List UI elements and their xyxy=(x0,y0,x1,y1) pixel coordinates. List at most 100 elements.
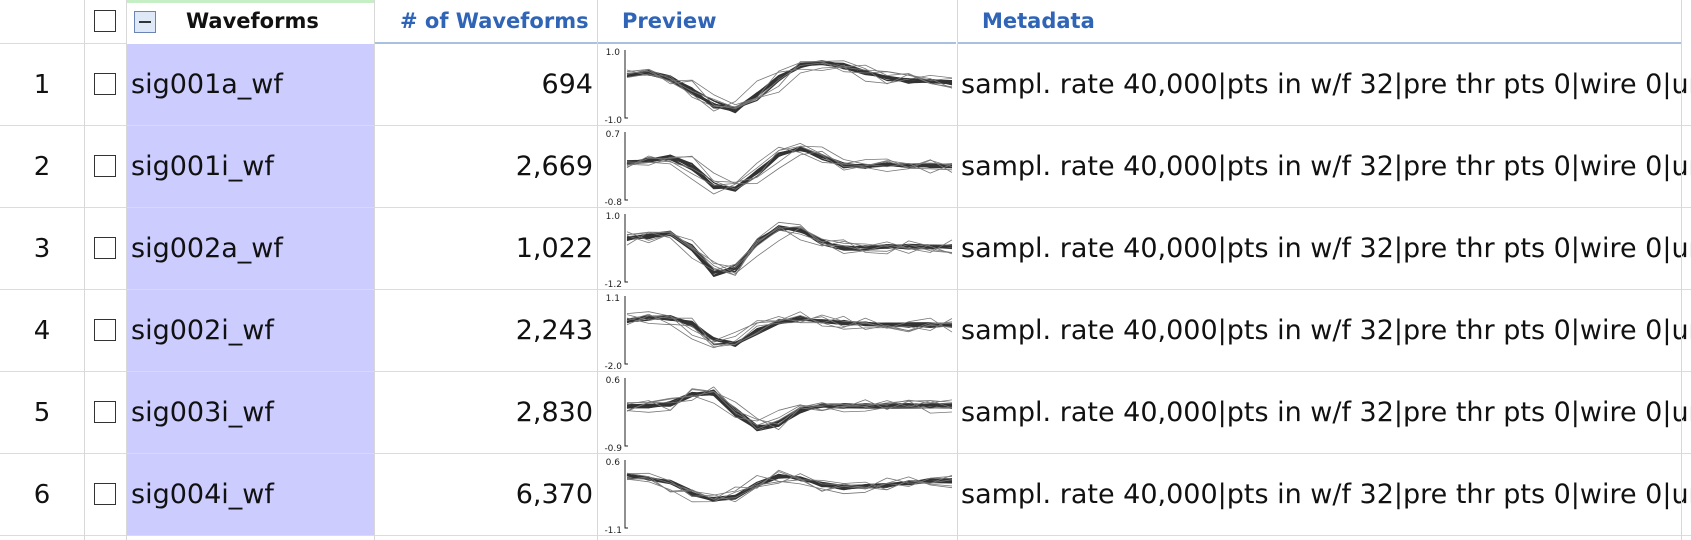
waveform-preview[interactable]: 0.7 -0.8 xyxy=(600,128,956,206)
preview-column-header[interactable]: Preview xyxy=(622,0,717,42)
waveform-trace xyxy=(626,318,953,344)
preview-axis xyxy=(624,296,628,365)
waveform-count: 1,022 xyxy=(515,233,593,264)
metadata-cell: sampl. rate 40,000|pts in w/f 32|pre thr… xyxy=(961,479,1691,510)
waveform-trace xyxy=(626,473,953,503)
waveform-trace xyxy=(626,389,953,430)
metadata-cell: sampl. rate 40,000|pts in w/f 32|pre thr… xyxy=(961,69,1691,100)
count-header-label: # of Waveforms xyxy=(400,9,589,33)
waveform-count: 6,370 xyxy=(515,479,593,510)
metadata-cell: sampl. rate 40,000|pts in w/f 32|pre thr… xyxy=(961,151,1691,182)
preview-ymin-label: -0.8 xyxy=(604,198,622,206)
waveform-trace xyxy=(626,145,953,183)
preview-axis xyxy=(624,50,628,119)
waveform-trace xyxy=(626,143,953,190)
row-number: 4 xyxy=(33,315,51,346)
table-row[interactable]: 5 sig003i_wf 2,830 0.6 -0.9 sampl. rate 4… xyxy=(0,372,1691,454)
waveform-trace xyxy=(626,62,953,108)
row-checkbox[interactable] xyxy=(94,401,116,423)
preview-ymax-label: 0.7 xyxy=(606,130,620,140)
col-divider xyxy=(1681,0,1682,540)
waveform-trace xyxy=(626,226,953,276)
waveform-trace xyxy=(626,386,953,425)
preview-ymax-label: 1.0 xyxy=(606,48,621,58)
waveform-trace xyxy=(626,311,953,343)
metadata-cell: sampl. rate 40,000|pts in w/f 32|pre thr… xyxy=(961,397,1691,428)
select-all-checkbox[interactable] xyxy=(94,10,116,32)
waveform-preview[interactable]: 0.6 -0.9 xyxy=(600,374,956,452)
waveform-name: sig001i_wf xyxy=(131,151,274,182)
preview-ymax-label: 0.6 xyxy=(606,376,621,386)
waveform-trace xyxy=(626,229,953,268)
row-number: 3 xyxy=(33,233,51,264)
waveform-trace xyxy=(626,62,953,109)
col-divider xyxy=(597,0,598,540)
metadata-column-header[interactable]: Metadata xyxy=(982,0,1095,42)
waveform-trace xyxy=(626,148,953,192)
metadata-cell: sampl. rate 40,000|pts in w/f 32|pre thr… xyxy=(961,315,1691,346)
waveform-trace xyxy=(626,148,953,189)
metadata-cell: sampl. rate 40,000|pts in w/f 32|pre thr… xyxy=(961,233,1691,264)
col-divider xyxy=(374,0,375,540)
waveform-trace xyxy=(626,146,953,186)
preview-header-label: Preview xyxy=(622,9,717,33)
waveform-name: sig002a_wf xyxy=(131,233,283,264)
waveform-trace xyxy=(626,389,953,430)
col-divider xyxy=(84,0,85,540)
header-bottom-border xyxy=(0,43,126,44)
waveform-preview[interactable]: 1.0 -1.0 xyxy=(600,46,956,124)
waveforms-column-header[interactable]: Waveforms xyxy=(186,0,319,42)
table-row[interactable]: 2 sig001i_wf 2,669 0.7 -0.8 sampl. rate 4… xyxy=(0,126,1691,208)
waveform-name-cell[interactable] xyxy=(126,126,374,207)
waveform-name-cell[interactable] xyxy=(126,454,374,535)
waveform-trace xyxy=(626,61,952,113)
waveform-name-cell[interactable] xyxy=(126,290,374,371)
preview-ymin-label: -1.1 xyxy=(604,526,622,534)
table-row[interactable]: 4 sig002i_wf 2,243 1.1 -2.0 sampl. rate 4… xyxy=(0,290,1691,372)
col-divider xyxy=(126,0,127,540)
waveform-name: sig001a_wf xyxy=(131,69,283,100)
waveform-trace xyxy=(626,314,953,342)
waveform-trace xyxy=(626,315,953,346)
row-number: 2 xyxy=(33,151,51,182)
waveform-name-cell[interactable] xyxy=(126,208,374,289)
preview-ymax-label: 0.6 xyxy=(606,458,621,468)
waveform-trace xyxy=(626,61,953,112)
row-checkbox[interactable] xyxy=(94,155,116,177)
header-underline-preview xyxy=(598,42,956,44)
waveform-trace xyxy=(626,146,953,195)
waveform-trace xyxy=(626,390,953,431)
waveform-preview[interactable]: 1.0 -1.2 xyxy=(600,210,956,288)
waveform-trace xyxy=(626,474,953,502)
header-underline-metadata xyxy=(958,42,1681,44)
preview-ymax-label: 1.0 xyxy=(606,212,621,222)
waveform-preview[interactable]: 1.1 -2.0 xyxy=(600,292,956,370)
row-checkbox[interactable] xyxy=(94,73,116,95)
table-row[interactable]: 1 sig001a_wf 694 1.0 -1.0 sampl. rate 40,… xyxy=(0,44,1691,126)
table-row[interactable]: 6 sig004i_wf 6,370 0.6 -1.1 sampl. rate 4… xyxy=(0,454,1691,536)
preview-ymin-label: -1.2 xyxy=(604,280,622,288)
waveform-name: sig004i_wf xyxy=(131,479,274,510)
waveform-name-cell[interactable] xyxy=(126,372,374,453)
preview-ymin-label: -2.0 xyxy=(604,362,622,370)
waveform-name: sig002i_wf xyxy=(131,315,274,346)
row-checkbox[interactable] xyxy=(94,319,116,341)
waveform-trace xyxy=(626,61,953,112)
waveform-name: sig003i_wf xyxy=(131,397,274,428)
metadata-header-label: Metadata xyxy=(982,9,1095,33)
preview-ymax-label: 1.1 xyxy=(606,294,620,304)
waveform-count: 2,243 xyxy=(515,315,593,346)
preview-axis xyxy=(624,378,628,447)
waveform-trace xyxy=(626,60,953,109)
waveform-count: 2,669 xyxy=(515,151,593,182)
waveform-name-cell[interactable] xyxy=(126,44,374,125)
row-checkbox[interactable] xyxy=(94,483,116,505)
count-column-header[interactable]: # of Waveforms xyxy=(400,0,589,42)
collapse-button[interactable] xyxy=(134,11,156,33)
row-checkbox[interactable] xyxy=(94,237,116,259)
preview-ymin-label: -0.9 xyxy=(604,444,622,452)
table-row[interactable]: 3 sig002a_wf 1,022 1.0 -1.2 sampl. rate 4… xyxy=(0,208,1691,290)
col-divider xyxy=(957,0,958,540)
waveform-preview[interactable]: 0.6 -1.1 xyxy=(600,456,956,534)
waveform-trace xyxy=(626,226,953,271)
